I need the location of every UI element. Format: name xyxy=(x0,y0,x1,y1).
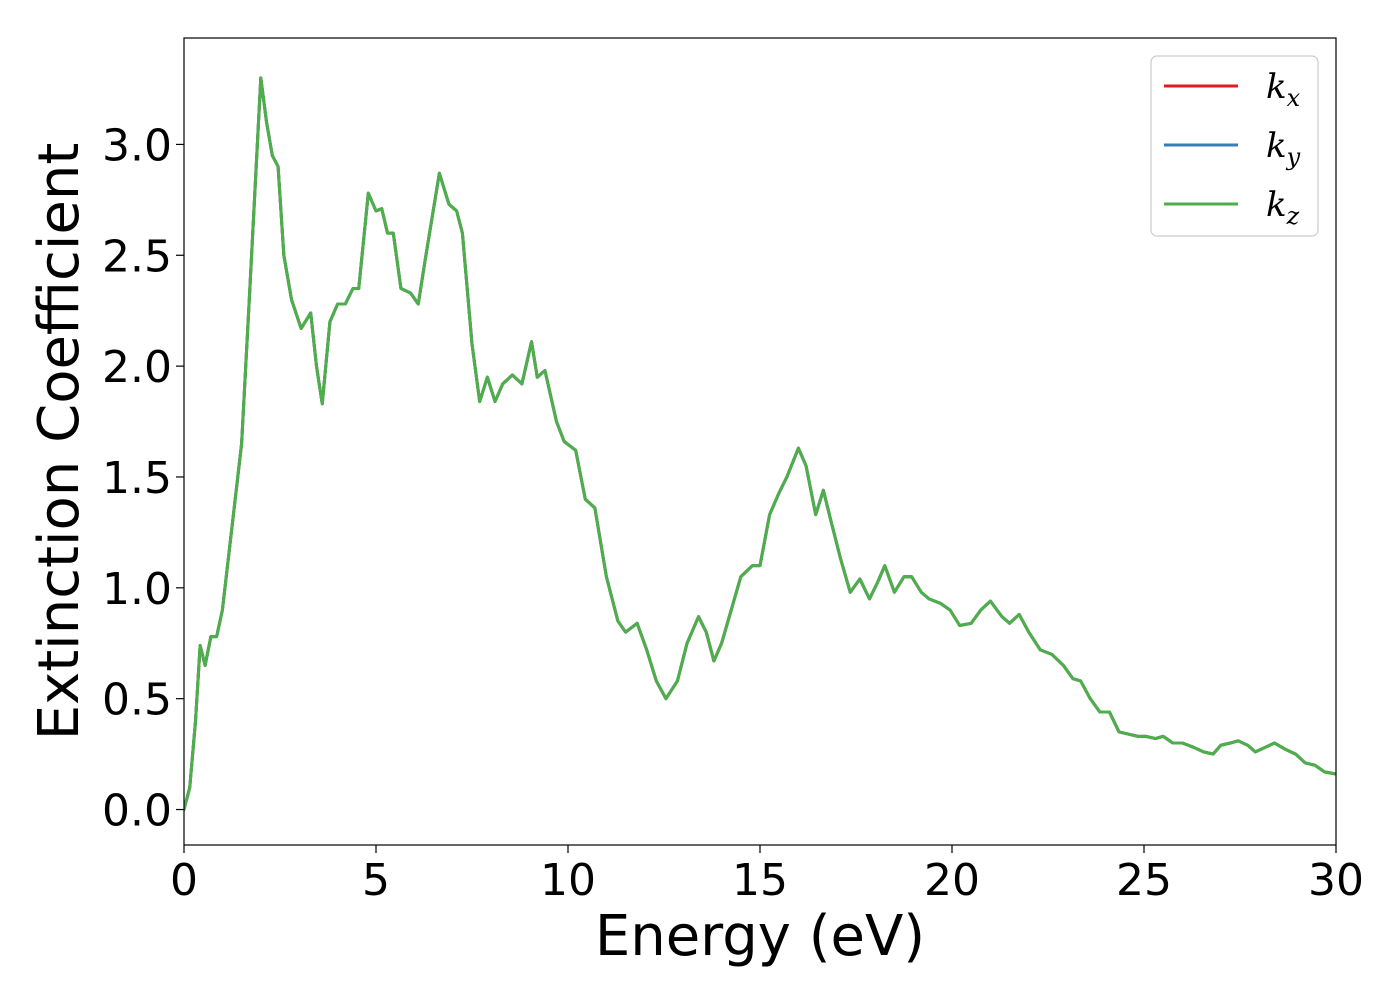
y-tick-label: 2.0 xyxy=(102,342,172,393)
x-tick-label: 15 xyxy=(732,855,788,906)
series-line-k-z xyxy=(184,76,1336,812)
x-tick-label: 20 xyxy=(924,855,980,906)
x-axis: 0 5 10 15 20 25 30 xyxy=(170,845,1364,906)
x-tick-label: 30 xyxy=(1308,855,1364,906)
y-tick-label: 1.0 xyxy=(102,564,172,615)
y-tick-label: 0.5 xyxy=(102,675,172,726)
x-tick-label: 0 xyxy=(170,855,198,906)
y-tick-label: 3.0 xyxy=(102,120,172,171)
x-tick-label: 10 xyxy=(540,855,596,906)
y-axis-title: Extinction Coefficient xyxy=(27,143,92,741)
x-axis-title: Energy (eV) xyxy=(595,904,925,969)
x-tick-label: 25 xyxy=(1116,855,1172,906)
series-layer xyxy=(184,76,1336,812)
y-axis: 0.0 0.5 1.0 1.5 2.0 2.5 3.0 xyxy=(102,120,184,837)
y-tick-label: 0.0 xyxy=(102,786,172,837)
y-tick-label: 2.5 xyxy=(102,231,172,282)
x-tick-label: 5 xyxy=(362,855,390,906)
y-tick-label: 1.5 xyxy=(102,453,172,504)
